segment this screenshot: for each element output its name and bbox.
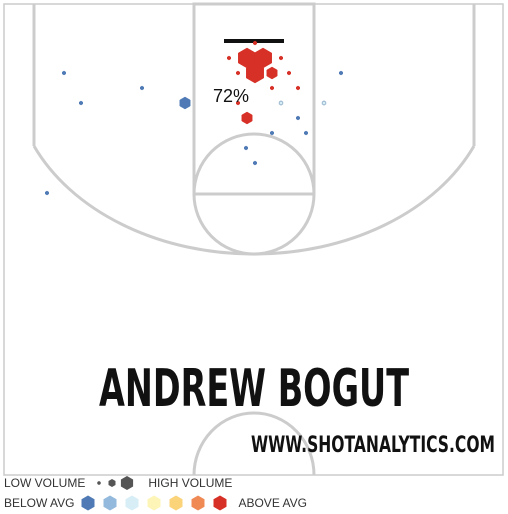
shot-hexbin xyxy=(321,100,327,106)
paint-lane xyxy=(192,2,316,196)
legend-volume-hex-medium xyxy=(108,479,116,487)
shot-hexbin xyxy=(140,85,144,91)
shot-hexbin xyxy=(62,70,66,76)
legend-high-volume-label: HIGH VOLUME xyxy=(148,476,233,490)
shot-hexbin xyxy=(278,100,284,106)
legend-volume-hex-small xyxy=(97,481,102,485)
shot-hexbin xyxy=(236,100,240,106)
shot-hexbin xyxy=(236,70,240,76)
legend-accuracy-hex xyxy=(81,495,95,511)
legend-accuracy-hex xyxy=(125,495,139,511)
shot-hexbin xyxy=(227,55,231,61)
free-throw-circle-bottom xyxy=(192,193,316,256)
shot-hexbin xyxy=(253,40,257,46)
shot-hexbin xyxy=(287,70,291,76)
legend-accuracy-hex xyxy=(147,495,161,511)
shot-hexbin xyxy=(246,62,264,84)
legend-low-volume-label: LOW VOLUME xyxy=(4,476,86,490)
shot-hexbin xyxy=(339,70,343,76)
shot-hexbin xyxy=(270,130,274,136)
legend-accuracy-hex xyxy=(169,495,183,511)
hexbin-layer xyxy=(45,40,343,196)
fg-percentage-label: 72% xyxy=(213,86,249,106)
court-lines xyxy=(3,2,504,476)
shot-hexbin xyxy=(244,145,248,151)
legend-volume-hexes xyxy=(97,476,134,490)
legend-accuracy-row: BELOW AVG ABOVE AVG xyxy=(0,494,307,512)
legend-accuracy-hex xyxy=(213,495,227,511)
shot-hexbin xyxy=(179,96,191,110)
shot-hexbin xyxy=(241,111,253,125)
free-throw-circle-top xyxy=(192,132,316,195)
legend-below-avg-label: BELOW AVG xyxy=(4,496,75,510)
site-label: WWW.SHOTANALYTICS.COM xyxy=(251,433,495,458)
center-circle xyxy=(192,411,316,476)
legend-accuracy-hexes xyxy=(81,495,227,511)
shot-hexbin xyxy=(279,55,283,61)
player-name: ANDREW BOGUT xyxy=(99,359,409,419)
shot-hexbin xyxy=(45,190,49,196)
shot-hexbin xyxy=(304,130,308,136)
shot-hexbin xyxy=(253,160,257,166)
legend-volume-row: LOW VOLUME HIGH VOLUME xyxy=(0,474,232,492)
legend-above-avg-label: ABOVE AVG xyxy=(238,496,307,510)
shot-hexbin xyxy=(266,66,278,80)
shot-hexbin xyxy=(296,85,300,91)
shot-hexbin xyxy=(79,100,83,106)
shot-hexbin xyxy=(270,85,274,91)
legend-accuracy-hex xyxy=(103,495,117,511)
shot-hexbin xyxy=(296,115,300,121)
legend-accuracy-hex xyxy=(191,495,205,511)
legend-volume-hex-large xyxy=(121,476,134,490)
